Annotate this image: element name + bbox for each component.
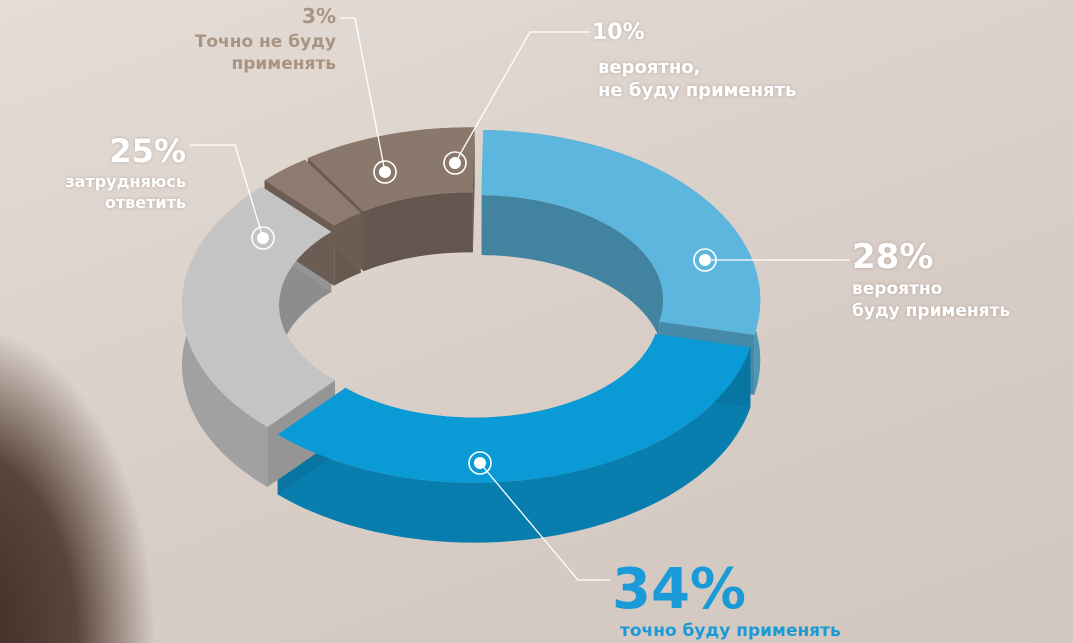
leader-line <box>340 17 386 173</box>
value-label: 10% <box>592 20 645 45</box>
segment-outer-side <box>277 347 751 543</box>
marker-ring <box>251 226 275 250</box>
marker-dot <box>699 254 711 266</box>
segment-end <box>472 127 475 253</box>
marker-ring <box>468 451 492 475</box>
segment <box>182 186 335 427</box>
segment <box>277 334 751 483</box>
value-label: 3% <box>302 4 336 28</box>
marker-dot <box>379 166 391 178</box>
category-label: точно буду применять <box>620 621 841 641</box>
marker-ring <box>693 248 717 272</box>
marker-dot <box>257 232 269 244</box>
category-label: вероятно буду применять <box>852 279 1011 322</box>
leader-line <box>479 462 610 581</box>
leader-line <box>190 144 264 239</box>
category-label: затрудняюсь ответить <box>65 172 186 212</box>
value-label: 34% <box>612 557 747 622</box>
marker-dot <box>449 157 461 169</box>
value-label: 28% <box>852 237 934 277</box>
segment <box>307 127 475 212</box>
segment <box>481 130 761 335</box>
marker-ring <box>443 151 467 175</box>
value-label: 25% <box>109 132 186 170</box>
category-label: вероятно, не буду применять <box>598 57 797 102</box>
marker-ring <box>373 160 397 184</box>
category-label: Точно не буду применять <box>194 32 336 75</box>
segment-inner-side <box>481 195 664 382</box>
segments <box>182 127 761 483</box>
leader-line <box>454 31 590 164</box>
segment <box>264 159 361 226</box>
marker-dot <box>474 457 486 469</box>
segment-inner-side <box>363 192 473 272</box>
